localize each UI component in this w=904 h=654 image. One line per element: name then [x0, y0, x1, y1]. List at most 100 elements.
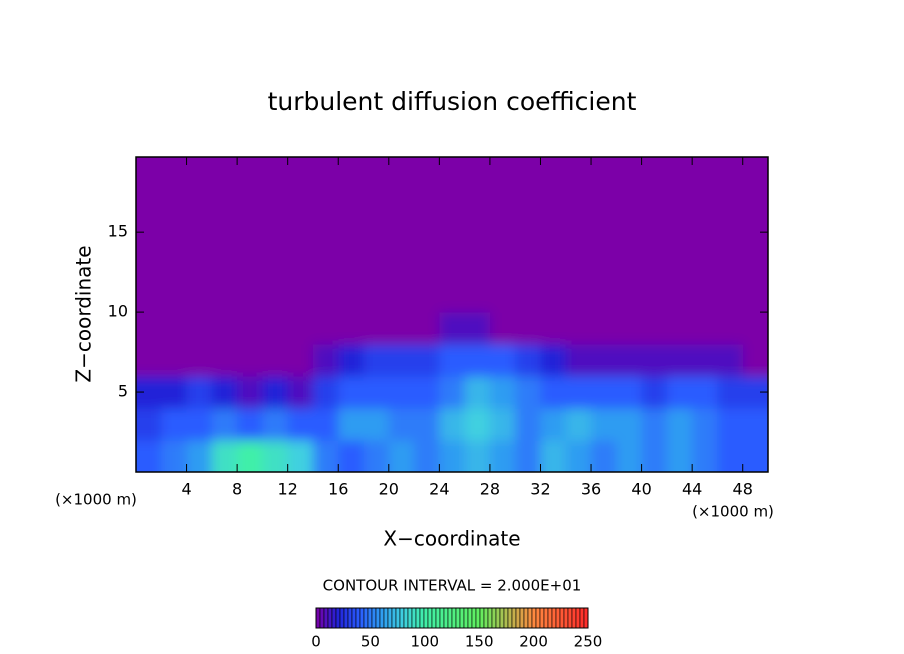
field-cell — [489, 376, 516, 409]
field-cell — [742, 280, 768, 313]
field-cell — [262, 376, 289, 409]
field-cell — [464, 184, 491, 217]
field-cell — [717, 280, 744, 313]
field-cell — [136, 157, 162, 185]
x-tick-label: 16 — [328, 480, 348, 499]
field-cell — [287, 312, 314, 345]
field-cell — [237, 440, 263, 472]
field-cell — [515, 248, 541, 281]
field-cell — [388, 344, 415, 377]
field-cell — [540, 216, 567, 249]
field-cell — [186, 157, 213, 185]
field-cell — [388, 440, 415, 472]
field-cell — [515, 216, 541, 249]
field-cell — [363, 344, 390, 377]
field-cell — [312, 344, 339, 377]
y-tick-label: 15 — [108, 222, 128, 241]
x-tick-label: 8 — [232, 480, 242, 499]
field-cell — [565, 157, 592, 185]
field-cell — [717, 312, 744, 345]
field-cell — [717, 344, 744, 377]
colorbar-frame — [315, 607, 589, 629]
colorbar-swatch — [455, 607, 461, 629]
field-cell — [312, 376, 339, 409]
colorbar-swatch — [435, 607, 441, 629]
x-unit-label: (×1000 m) — [692, 503, 774, 521]
x-tick-label: 24 — [429, 480, 449, 499]
colorbar-swatch — [343, 607, 349, 629]
colorbar-swatch — [535, 607, 541, 629]
colorbar-swatch — [499, 607, 505, 629]
field-cell — [515, 184, 541, 217]
colorbar-swatch — [319, 607, 325, 629]
field-cell — [211, 344, 238, 377]
field-cell — [136, 344, 162, 377]
field-cell — [540, 280, 567, 313]
field-cell — [186, 408, 213, 441]
field-cell — [439, 280, 466, 313]
field-cell — [464, 376, 491, 409]
colorbar-swatch — [447, 607, 453, 629]
colorbar-swatch — [379, 607, 385, 629]
field-cell — [186, 440, 213, 472]
colorbar-swatch — [335, 607, 341, 629]
colorbar-tick-label: 100 — [410, 633, 439, 651]
field-cell — [666, 344, 693, 377]
field-cell — [136, 248, 162, 281]
colorbar-swatch — [355, 607, 361, 629]
field-cell — [591, 440, 617, 472]
field-cell — [388, 408, 415, 441]
field-cell — [616, 312, 643, 345]
field-cells — [136, 157, 768, 472]
colorbar-tick-label: 200 — [519, 633, 548, 651]
field-cell — [211, 248, 238, 281]
colorbar-swatch — [579, 607, 585, 629]
field-cell — [641, 216, 668, 249]
field-cell — [616, 184, 643, 217]
field-cell — [136, 440, 162, 472]
field-cell — [186, 184, 213, 217]
x-tick-label: 4 — [181, 480, 191, 499]
field-cell — [237, 344, 263, 377]
colorbar-swatch — [495, 607, 501, 629]
field-cell — [211, 157, 238, 185]
colorbar-swatch — [563, 607, 569, 629]
colorbar-swatch — [551, 607, 557, 629]
field-cell — [262, 248, 289, 281]
field-cell — [161, 157, 188, 185]
field-cell — [161, 184, 188, 217]
y-tick-label: 5 — [118, 382, 128, 401]
field-cell — [363, 312, 390, 345]
field-cell — [717, 184, 744, 217]
field-cell — [287, 440, 314, 472]
field-cell — [363, 280, 390, 313]
field-cell — [489, 312, 516, 345]
colorbar-swatch — [527, 607, 533, 629]
field-cell — [692, 344, 718, 377]
field-cell — [439, 184, 466, 217]
field-cell — [363, 440, 390, 472]
field-cell — [262, 280, 289, 313]
field-cell — [717, 248, 744, 281]
field-cell — [338, 248, 365, 281]
field-cell — [363, 376, 390, 409]
field-cell — [692, 216, 718, 249]
field-cell — [338, 184, 365, 217]
colorbar-tick-label: 250 — [574, 633, 603, 651]
field-cell — [414, 408, 440, 441]
plot-frame — [135, 156, 769, 473]
field-cell — [515, 376, 541, 409]
field-cell — [565, 408, 592, 441]
field-cell — [540, 312, 567, 345]
field-cell — [717, 408, 744, 441]
field-cell — [287, 184, 314, 217]
field-cell — [591, 408, 617, 441]
contour-label: CONTOUR INTERVAL = 2.000E+01 — [323, 577, 582, 595]
field-cell — [287, 280, 314, 313]
colorbar-swatch — [523, 607, 529, 629]
colorbar-swatch — [339, 607, 345, 629]
field-cell — [161, 440, 188, 472]
colorbar-swatch — [479, 607, 485, 629]
field-cell — [540, 184, 567, 217]
field-cell — [616, 157, 643, 185]
